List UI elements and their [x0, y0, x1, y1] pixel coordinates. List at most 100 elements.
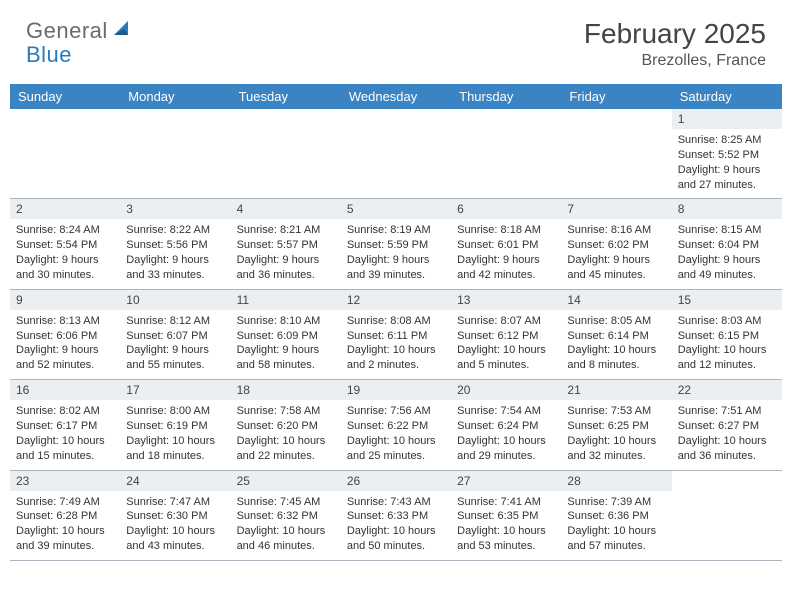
day-details: Sunrise: 8:24 AMSunset: 5:54 PMDaylight:…: [10, 219, 120, 288]
day-number: 19: [341, 380, 451, 400]
calendar-cell: 11Sunrise: 8:10 AMSunset: 6:09 PMDayligh…: [231, 289, 341, 379]
logo-line2: Blue: [26, 42, 72, 68]
calendar-cell: 10Sunrise: 8:12 AMSunset: 6:07 PMDayligh…: [120, 289, 230, 379]
logo-text-general: General: [26, 18, 108, 44]
calendar-body: 1Sunrise: 8:25 AMSunset: 5:52 PMDaylight…: [10, 109, 782, 560]
title-block: February 2025 Brezolles, France: [584, 18, 766, 70]
day-details: Sunrise: 7:43 AMSunset: 6:33 PMDaylight:…: [341, 491, 451, 560]
calendar-cell: 12Sunrise: 8:08 AMSunset: 6:11 PMDayligh…: [341, 289, 451, 379]
day-number: 11: [231, 290, 341, 310]
day-details: Sunrise: 7:53 AMSunset: 6:25 PMDaylight:…: [561, 400, 671, 469]
calendar-cell: [10, 109, 120, 199]
day-details: Sunrise: 8:07 AMSunset: 6:12 PMDaylight:…: [451, 310, 561, 379]
calendar-cell: 20Sunrise: 7:54 AMSunset: 6:24 PMDayligh…: [451, 380, 561, 470]
day-details: Sunrise: 8:16 AMSunset: 6:02 PMDaylight:…: [561, 219, 671, 288]
day-details: Sunrise: 7:47 AMSunset: 6:30 PMDaylight:…: [120, 491, 230, 560]
calendar-cell: 3Sunrise: 8:22 AMSunset: 5:56 PMDaylight…: [120, 199, 230, 289]
calendar-cell: [231, 109, 341, 199]
day-details: Sunrise: 8:21 AMSunset: 5:57 PMDaylight:…: [231, 219, 341, 288]
day-number: 16: [10, 380, 120, 400]
day-details: Sunrise: 8:08 AMSunset: 6:11 PMDaylight:…: [341, 310, 451, 379]
page-title: February 2025: [584, 18, 766, 50]
col-friday: Friday: [561, 84, 671, 109]
calendar-cell: 13Sunrise: 8:07 AMSunset: 6:12 PMDayligh…: [451, 289, 561, 379]
calendar-cell: 25Sunrise: 7:45 AMSunset: 6:32 PMDayligh…: [231, 470, 341, 560]
day-header-row: Sunday Monday Tuesday Wednesday Thursday…: [10, 84, 782, 109]
calendar-cell: 7Sunrise: 8:16 AMSunset: 6:02 PMDaylight…: [561, 199, 671, 289]
calendar-cell: 21Sunrise: 7:53 AMSunset: 6:25 PMDayligh…: [561, 380, 671, 470]
calendar-cell: 24Sunrise: 7:47 AMSunset: 6:30 PMDayligh…: [120, 470, 230, 560]
day-number: 7: [561, 199, 671, 219]
day-details: Sunrise: 8:05 AMSunset: 6:14 PMDaylight:…: [561, 310, 671, 379]
calendar-cell: 18Sunrise: 7:58 AMSunset: 6:20 PMDayligh…: [231, 380, 341, 470]
calendar-cell: [672, 470, 782, 560]
day-number: 24: [120, 471, 230, 491]
day-details: Sunrise: 8:02 AMSunset: 6:17 PMDaylight:…: [10, 400, 120, 469]
calendar-cell: 26Sunrise: 7:43 AMSunset: 6:33 PMDayligh…: [341, 470, 451, 560]
calendar-row: 23Sunrise: 7:49 AMSunset: 6:28 PMDayligh…: [10, 470, 782, 560]
day-number: 14: [561, 290, 671, 310]
location-label: Brezolles, France: [584, 52, 766, 70]
day-details: Sunrise: 8:18 AMSunset: 6:01 PMDaylight:…: [451, 219, 561, 288]
calendar-cell: 27Sunrise: 7:41 AMSunset: 6:35 PMDayligh…: [451, 470, 561, 560]
day-number: 3: [120, 199, 230, 219]
day-number: 2: [10, 199, 120, 219]
day-details: Sunrise: 8:00 AMSunset: 6:19 PMDaylight:…: [120, 400, 230, 469]
day-details: Sunrise: 7:51 AMSunset: 6:27 PMDaylight:…: [672, 400, 782, 469]
calendar-cell: [341, 109, 451, 199]
day-number: 10: [120, 290, 230, 310]
calendar-cell: 1Sunrise: 8:25 AMSunset: 5:52 PMDaylight…: [672, 109, 782, 199]
logo-text-blue: Blue: [26, 42, 72, 68]
day-details: Sunrise: 8:10 AMSunset: 6:09 PMDaylight:…: [231, 310, 341, 379]
day-number: 5: [341, 199, 451, 219]
calendar-cell: [561, 109, 671, 199]
day-number: 13: [451, 290, 561, 310]
calendar-cell: 22Sunrise: 7:51 AMSunset: 6:27 PMDayligh…: [672, 380, 782, 470]
calendar-cell: 16Sunrise: 8:02 AMSunset: 6:17 PMDayligh…: [10, 380, 120, 470]
calendar-row: 16Sunrise: 8:02 AMSunset: 6:17 PMDayligh…: [10, 380, 782, 470]
calendar-cell: 8Sunrise: 8:15 AMSunset: 6:04 PMDaylight…: [672, 199, 782, 289]
day-number: 28: [561, 471, 671, 491]
calendar-cell: [451, 109, 561, 199]
day-details: Sunrise: 8:19 AMSunset: 5:59 PMDaylight:…: [341, 219, 451, 288]
day-number: 15: [672, 290, 782, 310]
calendar-cell: 15Sunrise: 8:03 AMSunset: 6:15 PMDayligh…: [672, 289, 782, 379]
calendar-cell: 4Sunrise: 8:21 AMSunset: 5:57 PMDaylight…: [231, 199, 341, 289]
day-number: 1: [672, 109, 782, 129]
calendar-table: Sunday Monday Tuesday Wednesday Thursday…: [10, 84, 782, 561]
day-details: Sunrise: 8:13 AMSunset: 6:06 PMDaylight:…: [10, 310, 120, 379]
calendar-row: 2Sunrise: 8:24 AMSunset: 5:54 PMDaylight…: [10, 199, 782, 289]
day-number: 17: [120, 380, 230, 400]
day-details: Sunrise: 8:15 AMSunset: 6:04 PMDaylight:…: [672, 219, 782, 288]
day-details: Sunrise: 8:03 AMSunset: 6:15 PMDaylight:…: [672, 310, 782, 379]
calendar-cell: 17Sunrise: 8:00 AMSunset: 6:19 PMDayligh…: [120, 380, 230, 470]
day-details: Sunrise: 7:41 AMSunset: 6:35 PMDaylight:…: [451, 491, 561, 560]
calendar-cell: 5Sunrise: 8:19 AMSunset: 5:59 PMDaylight…: [341, 199, 451, 289]
header: General February 2025 Brezolles, France: [0, 0, 792, 78]
calendar-cell: 9Sunrise: 8:13 AMSunset: 6:06 PMDaylight…: [10, 289, 120, 379]
calendar-cell: 14Sunrise: 8:05 AMSunset: 6:14 PMDayligh…: [561, 289, 671, 379]
day-number: 23: [10, 471, 120, 491]
col-sunday: Sunday: [10, 84, 120, 109]
day-details: Sunrise: 7:54 AMSunset: 6:24 PMDaylight:…: [451, 400, 561, 469]
calendar-row: 9Sunrise: 8:13 AMSunset: 6:06 PMDaylight…: [10, 289, 782, 379]
day-number: 6: [451, 199, 561, 219]
calendar-cell: 28Sunrise: 7:39 AMSunset: 6:36 PMDayligh…: [561, 470, 671, 560]
calendar-cell: 23Sunrise: 7:49 AMSunset: 6:28 PMDayligh…: [10, 470, 120, 560]
day-details: Sunrise: 7:45 AMSunset: 6:32 PMDaylight:…: [231, 491, 341, 560]
day-number: 8: [672, 199, 782, 219]
logo-sail-icon: [112, 19, 132, 44]
day-number: 21: [561, 380, 671, 400]
day-details: Sunrise: 7:56 AMSunset: 6:22 PMDaylight:…: [341, 400, 451, 469]
day-number: 27: [451, 471, 561, 491]
day-details: Sunrise: 7:39 AMSunset: 6:36 PMDaylight:…: [561, 491, 671, 560]
day-number: 4: [231, 199, 341, 219]
col-tuesday: Tuesday: [231, 84, 341, 109]
col-wednesday: Wednesday: [341, 84, 451, 109]
calendar-cell: [120, 109, 230, 199]
day-number: 18: [231, 380, 341, 400]
day-details: Sunrise: 7:49 AMSunset: 6:28 PMDaylight:…: [10, 491, 120, 560]
logo: General: [26, 18, 134, 44]
day-number: 25: [231, 471, 341, 491]
day-number: 22: [672, 380, 782, 400]
